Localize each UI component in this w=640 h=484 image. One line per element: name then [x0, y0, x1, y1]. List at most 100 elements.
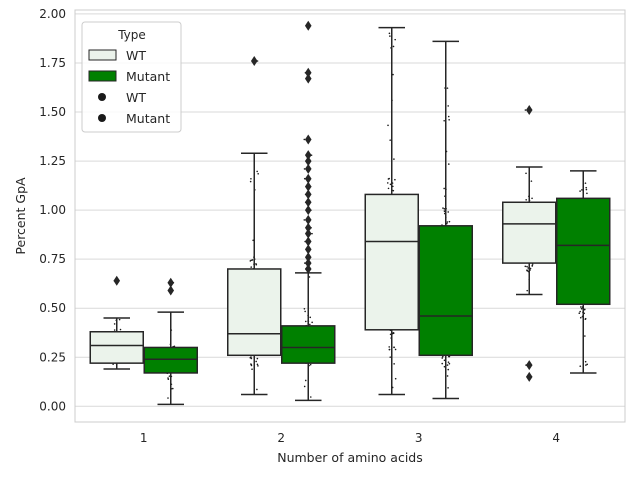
outlier-marker	[304, 134, 312, 145]
outlier-marker	[304, 73, 312, 84]
outlier-marker	[304, 150, 312, 161]
strip-point	[448, 220, 451, 223]
strip-point	[119, 328, 122, 331]
strip-point	[118, 318, 121, 321]
outlier-marker	[304, 67, 312, 78]
strip-point	[303, 307, 306, 310]
outlier-marker	[113, 275, 121, 286]
strip-point	[389, 356, 392, 358]
strip-point	[524, 109, 527, 111]
strip-point	[167, 377, 169, 379]
x-tick-label: 3	[415, 431, 423, 445]
strip-point	[304, 310, 306, 313]
strip-point	[586, 363, 589, 366]
outlier-marker	[304, 197, 312, 208]
outlier-marker	[304, 181, 312, 192]
strip-point	[448, 355, 450, 358]
strip-point	[386, 182, 389, 184]
strip-point	[584, 318, 587, 321]
strip-point	[443, 208, 446, 210]
legend: Type WT Mutant WT Mutant	[81, 21, 182, 133]
strip-point	[392, 332, 395, 334]
strip-point	[447, 368, 450, 371]
strip-point	[394, 348, 397, 351]
outlier-marker	[304, 20, 312, 31]
strip-point	[579, 365, 582, 367]
y-tick-label: 0.50	[39, 301, 66, 315]
strip-point	[389, 183, 392, 186]
strip-point	[393, 363, 395, 365]
strip-point	[584, 335, 586, 337]
strip-point	[526, 269, 528, 272]
strip-point	[303, 138, 306, 141]
strip-point	[531, 264, 534, 267]
strip-point	[526, 289, 529, 292]
strip-point	[441, 355, 444, 358]
legend-swatch-box	[88, 70, 117, 82]
legend-swatch-dot	[98, 93, 106, 101]
legend-entries: WT Mutant WT Mutant	[88, 48, 170, 126]
legend-label: WT	[126, 48, 146, 63]
legend-label: Mutant	[126, 69, 170, 84]
strip-point	[249, 180, 252, 183]
strip-point	[447, 115, 450, 118]
strip-point	[583, 308, 586, 311]
outlier-marker	[304, 228, 312, 239]
strip-point	[525, 172, 527, 175]
strip-point	[257, 365, 259, 367]
strip-point	[446, 221, 449, 223]
strip-point	[447, 211, 450, 213]
strip-point	[446, 87, 449, 89]
strip-point	[447, 361, 450, 363]
strip-point	[113, 329, 116, 331]
strip-point	[525, 199, 527, 201]
mutant-box	[143, 346, 198, 374]
strip-point	[309, 323, 311, 326]
strip-point	[388, 177, 390, 180]
mutant-box	[418, 225, 473, 357]
strip-point	[168, 375, 171, 377]
wt-box	[227, 268, 282, 357]
strip-point	[530, 180, 533, 182]
strip-point	[308, 276, 311, 278]
strip-point	[304, 379, 307, 382]
wt-box	[364, 193, 419, 331]
strip-point	[251, 368, 253, 371]
legend-label: WT	[126, 90, 146, 105]
outlier-marker	[304, 263, 312, 274]
y-tick-label: 1.50	[39, 105, 66, 119]
strip-point	[447, 163, 450, 165]
outlier-marker	[525, 105, 533, 116]
strip-point	[579, 316, 582, 319]
strip-point	[443, 359, 446, 362]
strip-point	[579, 190, 581, 192]
y-tick-label: 2.00	[39, 7, 66, 21]
strip-point	[394, 178, 396, 181]
strip-point	[303, 168, 306, 170]
strip-point	[257, 172, 259, 175]
strip-point	[256, 170, 258, 173]
strip-point	[584, 182, 587, 184]
strip-point	[167, 397, 169, 399]
strip-point	[580, 307, 583, 310]
strip-point	[442, 207, 444, 209]
strip-point	[309, 363, 312, 366]
outlier-marker	[304, 205, 312, 216]
outlier-marker	[525, 371, 533, 382]
strip-point	[443, 119, 445, 122]
strip-point	[393, 158, 395, 160]
strip-point	[580, 306, 582, 308]
strip-point	[256, 363, 259, 366]
y-tick-label: 0.75	[39, 252, 66, 266]
outlier-marker	[250, 56, 258, 67]
strip-point	[586, 192, 588, 195]
outlier-marker	[304, 173, 312, 184]
strip-point	[579, 310, 581, 313]
axis-ticks: 0.00 0.25 0.50 0.75 1.00 1.25 1.50 1.75 2.00 1 2 3 4	[39, 7, 560, 445]
strip-point	[446, 364, 449, 366]
outlier-marker	[304, 156, 312, 167]
strip-point	[303, 177, 306, 180]
strip-point	[255, 360, 257, 363]
outlier-marker	[304, 163, 312, 174]
